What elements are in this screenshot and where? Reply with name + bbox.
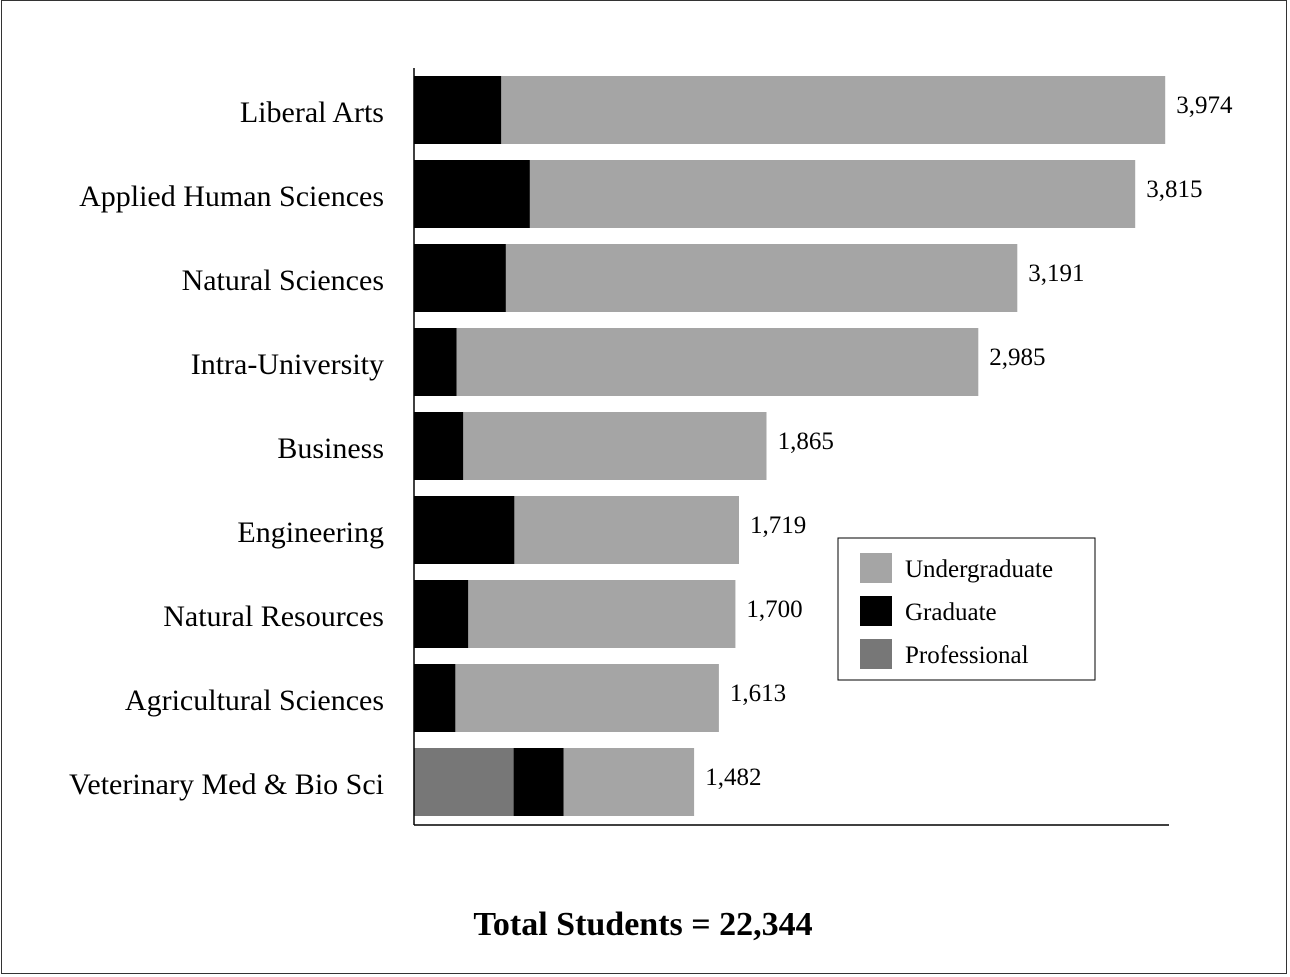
- legend: Undergraduate Graduate Professional: [837, 537, 1096, 681]
- bar-applied-human-sciences-undergraduate: [529, 160, 1136, 228]
- category-label-natural-sciences: Natural Sciences: [182, 264, 384, 297]
- bar-engineering-graduate: [414, 496, 515, 564]
- legend-label-graduate: Graduate: [905, 599, 997, 626]
- bar-natural-sciences-graduate: [414, 244, 506, 312]
- category-label-liberal-arts: Liberal Arts: [240, 96, 384, 129]
- category-label-applied-human-sciences: Applied Human Sciences: [79, 180, 384, 213]
- category-labels: Liberal Arts Applied Human Sciences Natura…: [69, 96, 384, 801]
- bar-veterinary-med-bio-sci-graduate: [513, 748, 564, 816]
- total-label-engineering: 1,719: [750, 512, 806, 539]
- bar-liberal-arts-undergraduate: [501, 76, 1166, 144]
- category-label-intra-university: Intra-University: [191, 348, 384, 381]
- bar-business-graduate: [414, 412, 464, 480]
- legend-swatch-professional: [860, 639, 892, 669]
- legend-label-professional: Professional: [905, 642, 1029, 669]
- bar-agricultural-sciences-graduate: [414, 664, 456, 732]
- category-label-veterinary-med-bio-sci: Veterinary Med & Bio Sci: [69, 768, 384, 801]
- total-label-intra-university: 2,985: [989, 344, 1045, 371]
- bars-layer: [414, 76, 1166, 816]
- total-label-veterinary-med-bio-sci: 1,482: [705, 764, 761, 791]
- bar-intra-university-graduate: [414, 328, 457, 396]
- bar-applied-human-sciences-graduate: [414, 160, 530, 228]
- category-label-business: Business: [277, 432, 384, 465]
- total-label-applied-human-sciences: 3,815: [1146, 176, 1202, 203]
- bar-natural-resources-undergraduate: [468, 580, 736, 648]
- legend-swatch-graduate: [860, 596, 892, 626]
- bar-veterinary-med-bio-sci-undergraduate: [563, 748, 695, 816]
- total-label-business: 1,865: [778, 428, 834, 455]
- total-labels: 3,974 3,815 3,191 2,985 1,865 1,719 1,700 1,613…: [705, 92, 1233, 791]
- category-label-agricultural-sciences: Agricultural Sciences: [125, 684, 384, 717]
- total-label-agricultural-sciences: 1,613: [730, 680, 786, 707]
- legend-label-undergraduate: Undergraduate: [905, 556, 1053, 583]
- category-label-engineering: Engineering: [237, 516, 384, 549]
- bar-agricultural-sciences-undergraduate: [455, 664, 719, 732]
- bar-business-undergraduate: [463, 412, 767, 480]
- total-label-natural-sciences: 3,191: [1028, 260, 1084, 287]
- bar-liberal-arts-graduate: [414, 76, 502, 144]
- total-label-natural-resources: 1,700: [746, 596, 802, 623]
- bar-natural-resources-graduate: [414, 580, 469, 648]
- legend-swatch-undergraduate: [860, 553, 892, 583]
- bar-intra-university-undergraduate: [456, 328, 979, 396]
- bar-engineering-undergraduate: [514, 496, 739, 564]
- bar-natural-sciences-undergraduate: [505, 244, 1018, 312]
- category-label-natural-resources: Natural Resources: [163, 600, 384, 633]
- total-label-liberal-arts: 3,974: [1176, 92, 1233, 119]
- bar-veterinary-med-bio-sci-professional: [414, 748, 514, 816]
- total-students-footer: Total Students = 22,344: [473, 906, 812, 943]
